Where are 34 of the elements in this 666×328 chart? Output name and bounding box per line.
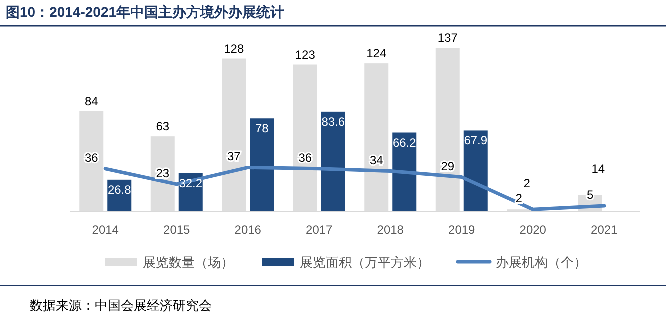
legend-label: 展览面积（万平方米） — [300, 255, 430, 270]
data-label: 26.8 — [108, 182, 132, 197]
legend-label: 展览数量（场） — [143, 255, 234, 270]
data-label: 78 — [255, 122, 270, 136]
data-label: 66.2 — [392, 136, 417, 150]
data-label: 128 — [224, 42, 244, 56]
data-label: 23 — [156, 166, 170, 180]
data-label: 36 — [84, 150, 99, 165]
data-label: 32.2 — [179, 176, 203, 190]
data-label: 34 — [370, 153, 384, 168]
data-label: 2 — [524, 176, 531, 191]
data-label: 84 — [84, 94, 99, 108]
source-note: 数据来源：中国会展经济研究会 — [30, 298, 212, 313]
data-label: 124 — [366, 46, 387, 61]
x-tick-label: 2021 — [591, 223, 618, 237]
x-tick-label: 2018 — [377, 223, 404, 237]
x-tick-label: 2017 — [306, 223, 334, 237]
data-label: 36 — [298, 150, 312, 165]
title: 图10：2014-2021年中国主办方境外办展统计 — [6, 4, 285, 20]
x-tick-label: 2019 — [448, 223, 476, 237]
data-label: 137 — [438, 31, 458, 45]
legend-label: 办展机构（个） — [496, 255, 587, 270]
x-tick-label: 2020 — [520, 223, 547, 237]
x-tick-label: 2014 — [92, 223, 120, 237]
x-tick-label: 2016 — [234, 223, 262, 237]
data-label: 14 — [592, 162, 606, 176]
data-label: 83.6 — [322, 114, 346, 129]
data-label: 63 — [156, 120, 170, 134]
data-label: 37 — [227, 150, 242, 164]
data-label: 29 — [441, 159, 455, 174]
data-label: 123 — [295, 48, 316, 62]
x-tick-label: 2015 — [164, 223, 191, 237]
data-label: 67.9 — [464, 134, 488, 148]
data-label: 5 — [587, 188, 594, 202]
